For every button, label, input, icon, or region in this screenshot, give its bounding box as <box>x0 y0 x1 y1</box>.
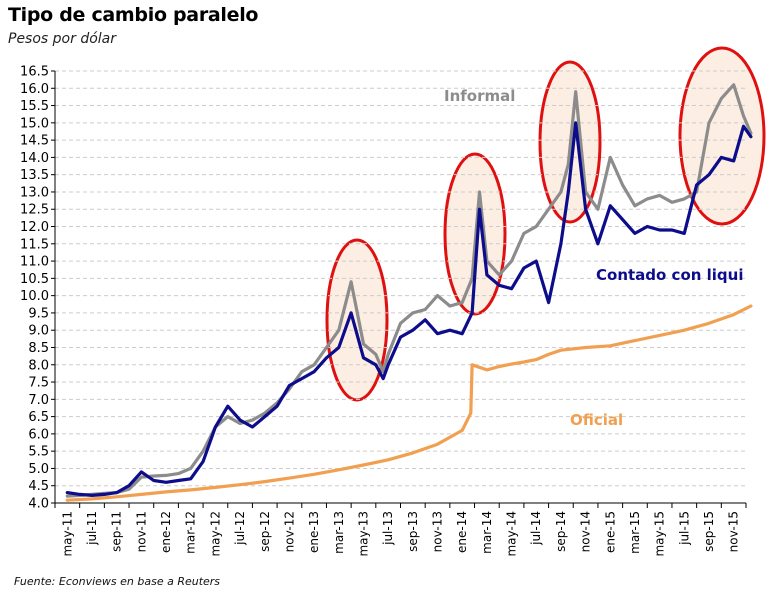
y-tick-label: 12.5 <box>20 203 49 218</box>
y-tick-label: 13.5 <box>20 168 49 183</box>
gridlines <box>55 70 746 487</box>
x-tick-label: sep-13 <box>406 511 420 552</box>
series-line-informal <box>65 83 753 498</box>
x-tick-label: ene-13 <box>307 511 321 553</box>
y-tick-label: 16.5 <box>20 65 49 80</box>
x-tick-label: mar-12 <box>184 511 198 554</box>
y-tick-label: 12.0 <box>20 220 49 235</box>
y-tick-label: 10.0 <box>20 289 49 304</box>
x-tick-label: jul-15 <box>677 511 691 546</box>
y-tick-label: 5.5 <box>28 445 49 460</box>
y-tick-label: 4.0 <box>28 497 49 512</box>
x-tick-label: ene-12 <box>159 511 173 553</box>
x-tick-label: mar-15 <box>628 511 642 554</box>
series-line-oficial <box>65 304 753 502</box>
x-tick-label: sep-15 <box>702 511 716 552</box>
chart-subtitle: Pesos por dólar <box>8 31 116 47</box>
x-tick-label: nov-14 <box>579 511 593 552</box>
x-tick-label: may-14 <box>505 511 519 557</box>
y-tick-label: 15.0 <box>20 116 49 131</box>
x-tick-label: ene-14 <box>455 511 469 553</box>
y-tick-label: 10.5 <box>20 272 49 287</box>
series-lines <box>65 83 753 502</box>
x-tick-label: may-13 <box>356 511 370 557</box>
y-tick-label: 11.5 <box>20 237 49 252</box>
x-axis-ticks: may-11 jul-11 sep-11 nov-11 ene-12 mar-12 may-… <box>54 503 747 557</box>
x-tick-label: ene-15 <box>603 511 617 553</box>
y-tick-label: 6.5 <box>28 410 49 425</box>
series-line-contado-con-liqui <box>65 121 753 497</box>
series-labels: Informal Contado con liqui Oficial <box>444 87 744 429</box>
highlight-ellipse-1 <box>325 238 389 402</box>
source-note: Fuente: Econviews en base a Reuters <box>14 575 221 588</box>
y-tick-label: 14.5 <box>20 134 49 149</box>
axes <box>54 71 746 504</box>
y-tick-label: 8.5 <box>28 341 49 356</box>
y-tick-label: 5.0 <box>28 462 49 477</box>
x-tick-label: jul-14 <box>529 511 543 546</box>
y-tick-label: 14.0 <box>20 151 49 166</box>
x-tick-label: nov-15 <box>727 511 741 552</box>
x-tick-label: may-11 <box>60 511 74 557</box>
x-tick-label: mar-14 <box>480 511 494 554</box>
y-tick-label: 7.0 <box>28 393 49 408</box>
x-tick-label: mar-13 <box>332 511 346 554</box>
y-tick-label: 9.0 <box>28 324 49 339</box>
x-tick-label: jul-13 <box>381 511 395 546</box>
y-tick-label: 15.5 <box>20 99 49 114</box>
x-tick-label: sep-14 <box>554 511 568 552</box>
series-label-informal: Informal <box>444 87 515 105</box>
y-tick-label: 6.0 <box>28 427 49 442</box>
x-tick-label: sep-11 <box>110 511 124 552</box>
x-tick-label: nov-13 <box>431 511 445 552</box>
y-tick-label: 16.0 <box>20 82 49 97</box>
y-tick-label: 13.0 <box>20 185 49 200</box>
series-label-contado-con-liqui: Contado con liqui <box>596 266 744 284</box>
x-tick-label: sep-12 <box>258 511 272 552</box>
chart-title: Tipo de cambio paralelo <box>8 4 259 26</box>
y-tick-label: 8.0 <box>28 358 49 373</box>
x-tick-label: may-15 <box>653 511 667 557</box>
y-axis-ticks: 4.0 4.5 5.0 5.5 6.0 6.5 7.0 7.5 8.0 8.5 9.0 9.5 10.0… <box>20 65 55 512</box>
y-tick-label: 11.0 <box>20 255 49 270</box>
x-tick-label: jul-12 <box>233 511 247 546</box>
y-tick-label: 9.5 <box>28 306 49 321</box>
x-tick-label: nov-11 <box>134 511 148 552</box>
y-tick-label: 7.5 <box>28 376 49 391</box>
series-label-oficial: Oficial <box>570 411 623 429</box>
x-tick-label: nov-12 <box>282 511 296 552</box>
y-tick-label: 4.5 <box>28 479 49 494</box>
x-tick-label: may-12 <box>208 511 222 557</box>
x-tick-label: jul-11 <box>85 511 99 546</box>
